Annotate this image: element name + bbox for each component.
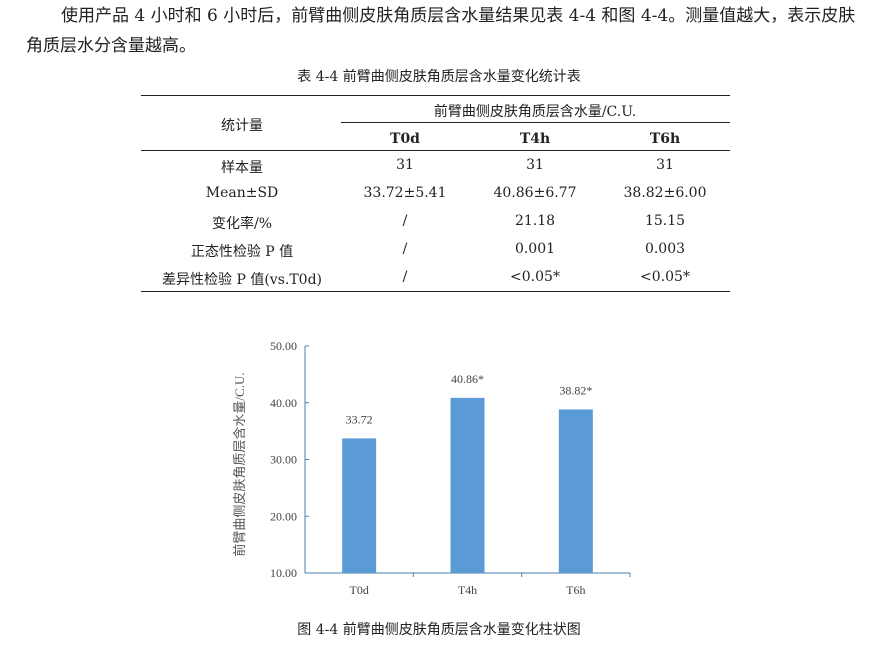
y-tick-label: 20.00 [270, 509, 297, 523]
y-axis-label: 前臂曲侧皮肤角质层含水量/C.U. [232, 372, 247, 556]
data-label: 38.82* [559, 383, 592, 397]
table-cell: 33.72±5.41 [363, 185, 447, 201]
row-label: 差异性检验 P 值(vs.T0d) [162, 272, 322, 288]
row-label: 样本量 [221, 160, 263, 176]
bar [558, 409, 593, 573]
bar [450, 397, 485, 573]
group-header: 前臂曲侧皮肤角质层含水量/C.U. [433, 104, 637, 120]
table-cell: 21.18 [514, 213, 556, 229]
x-tick-label: T0d [349, 583, 368, 597]
table-cell: 31 [656, 157, 674, 173]
table-cell: 31 [396, 157, 414, 173]
y-tick-label: 10.00 [270, 566, 297, 580]
table-cell: 31 [526, 157, 544, 173]
body-paragraph: 使用产品 4 小时和 6 小时后，前臂曲侧皮肤角质层含水量结果见表 4-4 和图… [26, 6, 856, 56]
table-cell: 0.001 [514, 241, 556, 257]
column-header: T6h [649, 131, 681, 147]
row-label: 正态性检验 P 值 [190, 244, 294, 260]
table-cell: / [402, 213, 408, 229]
column-header: T4h [519, 131, 551, 147]
table-cell: <0.05* [510, 269, 560, 285]
table-cell: / [402, 269, 408, 285]
table-cell: 40.86±6.77 [493, 185, 577, 201]
x-tick-label: T4h [458, 583, 477, 597]
table-cell: <0.05* [640, 269, 690, 285]
row-label: 变化率/% [211, 216, 273, 232]
figure-caption: 图 4-4 前臂曲侧皮肤角质层含水量变化柱状图 [297, 622, 581, 638]
table-cell: / [402, 241, 408, 257]
table-cell: 15.15 [644, 213, 686, 229]
data-label: 33.72 [346, 412, 373, 426]
data-label: 40.86* [451, 372, 484, 386]
row-label: Mean±SD [205, 185, 279, 201]
table-cell: 38.82±6.00 [623, 185, 707, 201]
x-tick-label: T6h [566, 583, 585, 597]
y-tick-label: 50.00 [270, 339, 297, 353]
table-caption: 表 4-4 前臂曲侧皮肤角质层含水量变化统计表 [297, 69, 581, 85]
y-tick-label: 40.00 [270, 396, 297, 410]
y-tick-label: 30.00 [270, 453, 297, 467]
stub-header: 统计量 [221, 118, 263, 134]
bar [342, 438, 377, 573]
table-cell: 0.003 [644, 241, 686, 257]
column-header: T0d [390, 131, 420, 147]
